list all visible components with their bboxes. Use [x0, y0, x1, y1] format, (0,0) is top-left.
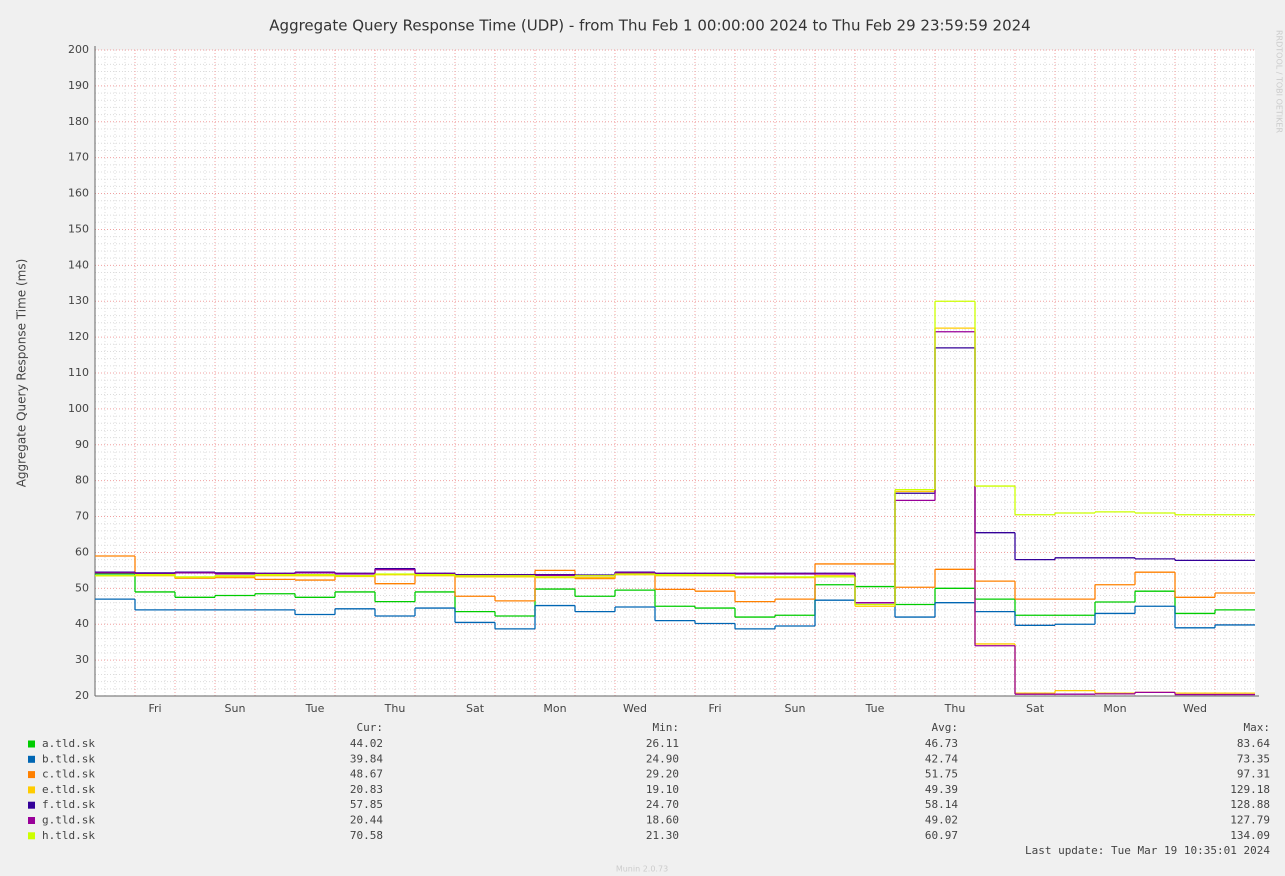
stats-value: 57.85	[350, 798, 383, 811]
stats-value: 58.14	[925, 798, 958, 811]
watermark: RRDTOOL / TOBI OETIKER	[1275, 30, 1284, 133]
x-tick-label: Mon	[543, 702, 566, 715]
x-tick-label: Sun	[785, 702, 806, 715]
x-tick-label: Tue	[865, 702, 885, 715]
y-tick-label: 80	[75, 474, 89, 487]
stats-value: 42.74	[925, 752, 958, 765]
stats-value: 46.73	[925, 737, 958, 750]
y-tick-label: 100	[68, 402, 89, 415]
stats-value: 83.64	[1237, 737, 1270, 750]
y-tick-label: 130	[68, 294, 89, 307]
x-tick-label: Thu	[944, 702, 966, 715]
stats-value: 49.02	[925, 814, 958, 827]
legend-label: e.tld.sk	[42, 783, 95, 796]
chart-title: Aggregate Query Response Time (UDP) - fr…	[269, 17, 1030, 35]
legend-label: h.tld.sk	[42, 829, 95, 842]
y-tick-label: 110	[68, 366, 89, 379]
legend-label: b.tld.sk	[42, 752, 95, 765]
y-tick-label: 120	[68, 330, 89, 343]
stats-value: 20.44	[350, 814, 383, 827]
x-tick-label: Wed	[1183, 702, 1207, 715]
y-tick-label: 70	[75, 510, 89, 523]
stats-header: Min:	[653, 721, 680, 734]
y-tick-label: 90	[75, 438, 89, 451]
x-tick-label: Tue	[305, 702, 325, 715]
y-tick-label: 180	[68, 115, 89, 128]
x-tick-label: Sat	[466, 702, 485, 715]
legend-label: c.tld.sk	[42, 768, 95, 781]
x-tick-label: Sun	[225, 702, 246, 715]
stats-value: 134.09	[1230, 829, 1270, 842]
y-tick-label: 190	[68, 79, 89, 92]
legend-swatch	[28, 786, 35, 794]
stats-value: 128.88	[1230, 798, 1270, 811]
stats-value: 48.67	[350, 768, 383, 781]
x-tick-label: Sat	[1026, 702, 1045, 715]
stats-header: Avg:	[932, 721, 959, 734]
y-tick-label: 170	[68, 151, 89, 164]
stats-value: 26.11	[646, 737, 679, 750]
y-tick-label: 200	[68, 43, 89, 56]
x-tick-label: Mon	[1103, 702, 1126, 715]
stats-value: 21.30	[646, 829, 679, 842]
stats-value: 29.20	[646, 768, 679, 781]
stats-value: 129.18	[1230, 783, 1270, 796]
y-axis-label: Aggregate Query Response Time (ms)	[15, 259, 29, 488]
stats-header: Max:	[1244, 721, 1271, 734]
legend-swatch	[28, 801, 35, 809]
y-tick-label: 30	[75, 653, 89, 666]
stats-value: 39.84	[350, 752, 383, 765]
stats-value: 60.97	[925, 829, 958, 842]
legend-swatch	[28, 771, 35, 779]
stats-value: 73.35	[1237, 752, 1270, 765]
x-tick-label: Fri	[148, 702, 161, 715]
stats-value: 51.75	[925, 768, 958, 781]
legend-swatch	[28, 740, 35, 748]
y-tick-label: 60	[75, 545, 89, 558]
stats-value: 70.58	[350, 829, 383, 842]
legend-label: g.tld.sk	[42, 814, 95, 827]
x-tick-label: Wed	[623, 702, 647, 715]
stats-header: Cur:	[357, 721, 384, 734]
stats-value: 20.83	[350, 783, 383, 796]
x-tick-label: Fri	[708, 702, 721, 715]
y-tick-label: 20	[75, 689, 89, 702]
last-update: Last update: Tue Mar 19 10:35:01 2024	[1025, 844, 1270, 857]
y-tick-label: 160	[68, 187, 89, 200]
y-tick-label: 50	[75, 581, 89, 594]
stats-value: 18.60	[646, 814, 679, 827]
stats-value: 19.10	[646, 783, 679, 796]
y-tick-label: 150	[68, 222, 89, 235]
legend-swatch	[28, 817, 35, 824]
stats-value: 97.31	[1237, 768, 1270, 781]
legend-label: a.tld.sk	[42, 737, 95, 750]
stats-value: 24.70	[646, 798, 679, 811]
legend-swatch	[28, 755, 35, 763]
stats-value: 49.39	[925, 783, 958, 796]
y-tick-label: 40	[75, 617, 89, 630]
y-tick-label: 140	[68, 258, 89, 271]
stats-value: 24.90	[646, 752, 679, 765]
stats-value: 127.79	[1230, 814, 1270, 827]
footer: Munin 2.0.73	[616, 865, 668, 874]
legend-label: f.tld.sk	[42, 798, 95, 811]
stats-value: 44.02	[350, 737, 383, 750]
legend-swatch	[28, 832, 35, 840]
x-tick-label: Thu	[384, 702, 406, 715]
